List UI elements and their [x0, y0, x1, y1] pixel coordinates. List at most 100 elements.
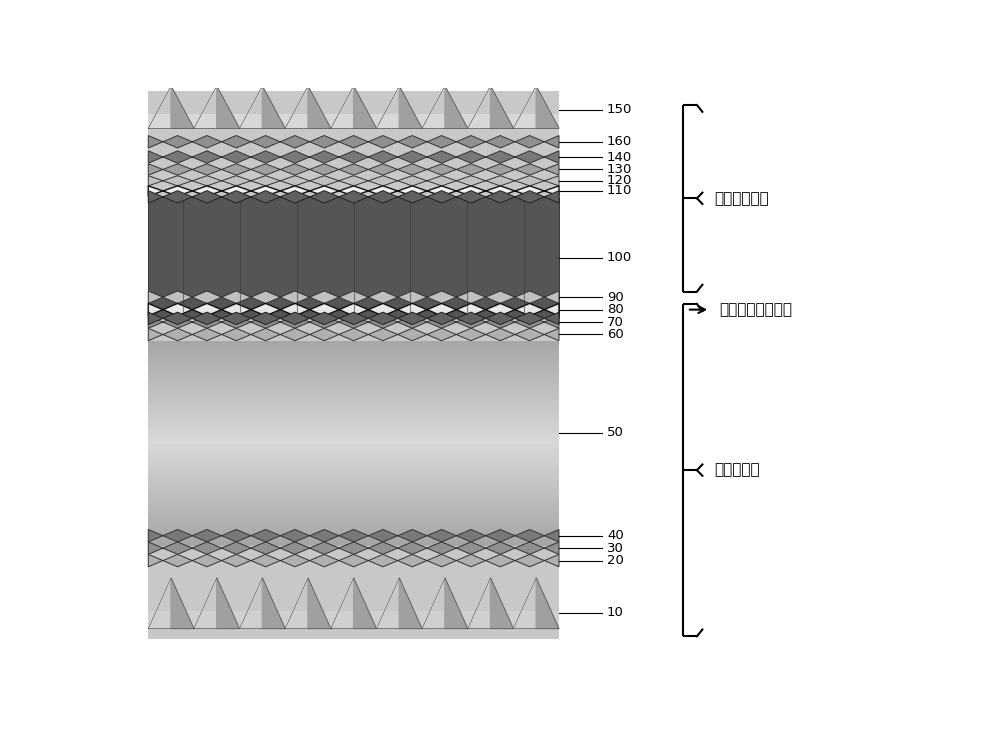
Polygon shape — [491, 86, 513, 128]
Polygon shape — [148, 150, 559, 163]
Polygon shape — [513, 578, 536, 629]
Bar — [148, 365, 559, 369]
Polygon shape — [536, 86, 559, 128]
Polygon shape — [148, 554, 559, 567]
Bar — [148, 375, 559, 379]
Bar — [148, 114, 559, 128]
Polygon shape — [148, 578, 171, 629]
Polygon shape — [308, 578, 331, 629]
Text: 10: 10 — [607, 606, 624, 619]
Bar — [148, 352, 559, 356]
Polygon shape — [285, 86, 308, 128]
Bar — [148, 341, 559, 346]
Polygon shape — [399, 86, 422, 128]
Bar — [148, 507, 559, 512]
Bar — [148, 497, 559, 502]
Polygon shape — [262, 86, 285, 128]
Polygon shape — [376, 578, 399, 629]
Bar — [148, 440, 559, 444]
Polygon shape — [262, 578, 285, 629]
Bar — [148, 490, 559, 495]
Polygon shape — [194, 86, 217, 128]
Polygon shape — [148, 542, 559, 554]
Bar — [148, 409, 559, 414]
Bar — [148, 501, 559, 505]
Text: 100: 100 — [607, 251, 632, 264]
Polygon shape — [171, 578, 194, 629]
Polygon shape — [491, 578, 513, 629]
Bar — [148, 542, 559, 546]
Bar — [148, 416, 559, 421]
Polygon shape — [422, 86, 445, 128]
Text: 40: 40 — [607, 529, 624, 542]
Polygon shape — [148, 328, 559, 341]
Text: 20: 20 — [607, 554, 624, 567]
Polygon shape — [331, 86, 354, 128]
Polygon shape — [148, 316, 559, 328]
Polygon shape — [240, 578, 262, 629]
Polygon shape — [240, 86, 262, 128]
Polygon shape — [148, 291, 559, 303]
Bar — [148, 521, 559, 526]
Bar — [148, 429, 559, 434]
Polygon shape — [536, 578, 559, 629]
Bar — [148, 91, 559, 639]
Bar — [148, 450, 559, 454]
Text: 130: 130 — [607, 163, 632, 176]
Polygon shape — [148, 175, 559, 186]
Text: 90: 90 — [607, 291, 624, 304]
Polygon shape — [194, 578, 217, 629]
Polygon shape — [148, 303, 559, 316]
Bar — [148, 379, 559, 383]
Text: 120: 120 — [607, 174, 632, 187]
Bar — [148, 402, 559, 407]
Polygon shape — [399, 578, 422, 629]
Bar — [148, 531, 559, 536]
Bar — [148, 511, 559, 515]
Bar — [148, 385, 559, 390]
Bar — [148, 368, 559, 373]
Polygon shape — [217, 86, 240, 128]
Polygon shape — [331, 578, 354, 629]
Text: 150: 150 — [607, 103, 632, 116]
Bar — [148, 524, 559, 529]
Bar — [148, 197, 559, 319]
Bar — [148, 534, 559, 539]
Bar — [148, 436, 559, 440]
Text: 30: 30 — [607, 542, 624, 555]
Text: 160: 160 — [607, 135, 632, 148]
Polygon shape — [354, 578, 376, 629]
Bar — [148, 406, 559, 410]
Bar — [148, 515, 559, 519]
Bar — [148, 457, 559, 461]
Polygon shape — [171, 86, 194, 128]
Bar — [148, 446, 559, 451]
Bar — [148, 611, 559, 629]
Bar — [148, 382, 559, 387]
Bar — [148, 392, 559, 396]
Bar — [148, 504, 559, 509]
Bar — [148, 473, 559, 478]
Bar — [148, 413, 559, 417]
Polygon shape — [308, 86, 331, 128]
Text: 70: 70 — [607, 316, 624, 329]
Bar — [148, 355, 559, 360]
Polygon shape — [285, 578, 308, 629]
Text: 140: 140 — [607, 150, 632, 164]
Polygon shape — [354, 86, 376, 128]
Bar — [148, 487, 559, 492]
Polygon shape — [513, 86, 536, 128]
Bar — [148, 484, 559, 488]
Bar — [148, 419, 559, 424]
Bar — [148, 423, 559, 427]
Polygon shape — [376, 86, 399, 128]
Text: 微晶硅隙穿复合层: 微晶硅隙穿复合层 — [719, 302, 792, 317]
Bar — [148, 358, 559, 363]
Bar — [148, 399, 559, 404]
Bar — [148, 362, 559, 366]
Bar — [148, 460, 559, 465]
Bar — [148, 477, 559, 482]
Text: 晶硅底电池: 晶硅底电池 — [714, 462, 760, 478]
Bar — [148, 197, 559, 319]
Polygon shape — [148, 86, 171, 128]
